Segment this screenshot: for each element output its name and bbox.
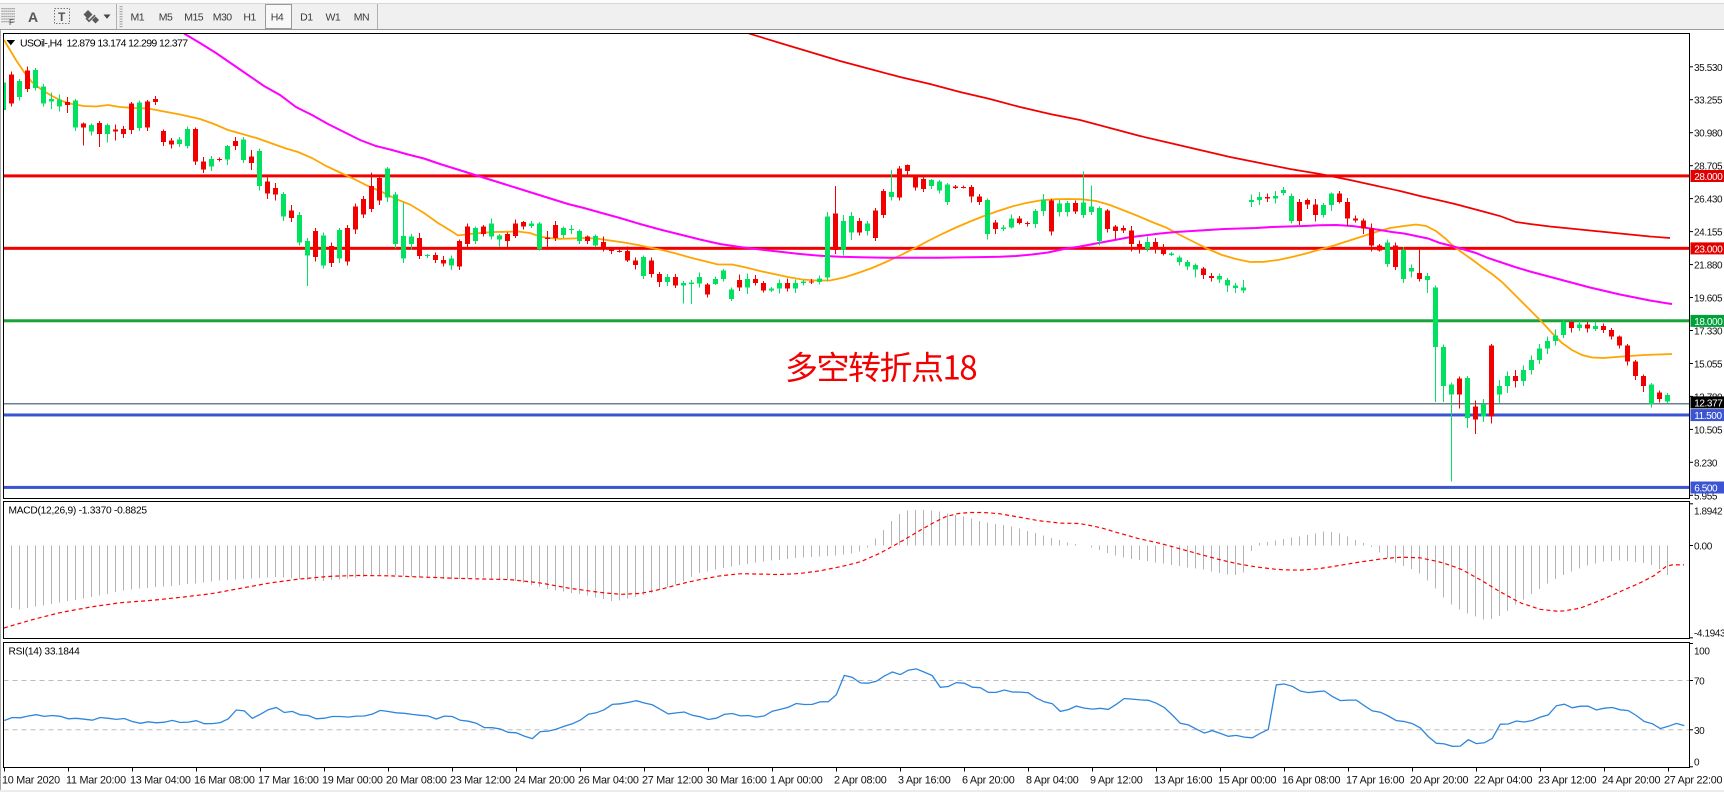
svg-text:11.500: 11.500 (1694, 411, 1722, 422)
svg-text:M30: M30 (213, 12, 233, 24)
svg-text:26.430: 26.430 (1694, 195, 1723, 206)
svg-text:33.255: 33.255 (1694, 96, 1723, 107)
svg-text:30: 30 (1694, 726, 1705, 737)
svg-text:24.155: 24.155 (1694, 228, 1723, 239)
svg-text:1.8942: 1.8942 (1694, 507, 1723, 518)
svg-text:W1: W1 (326, 12, 341, 24)
svg-text:M5: M5 (159, 12, 173, 24)
svg-text:30.980: 30.980 (1694, 129, 1723, 140)
svg-text:0.00: 0.00 (1694, 542, 1713, 553)
svg-text:H1: H1 (243, 12, 256, 24)
svg-text:0: 0 (1694, 758, 1700, 769)
svg-text:H4: H4 (271, 12, 284, 24)
svg-text:M1: M1 (131, 12, 145, 24)
svg-text:D1: D1 (300, 12, 313, 24)
svg-text:27 Apr 22:00: 27 Apr 22:00 (1664, 775, 1722, 787)
svg-text:F: F (9, 18, 14, 27)
svg-text:27 Mar 12:00: 27 Mar 12:00 (642, 775, 703, 787)
svg-text:13 Mar 04:00: 13 Mar 04:00 (130, 775, 191, 787)
svg-text:3 Apr 16:00: 3 Apr 16:00 (898, 775, 951, 787)
svg-text:17 Apr 16:00: 17 Apr 16:00 (1346, 775, 1404, 787)
svg-text:22 Apr 04:00: 22 Apr 04:00 (1474, 775, 1532, 787)
svg-text:MACD(12,26,9) -1.3370 -0.8825: MACD(12,26,9) -1.3370 -0.8825 (9, 506, 148, 517)
svg-text:6.500: 6.500 (1694, 484, 1718, 495)
svg-text:23 Apr 12:00: 23 Apr 12:00 (1538, 775, 1596, 787)
svg-text:100: 100 (1694, 647, 1710, 658)
svg-text:12.377: 12.377 (1694, 398, 1723, 409)
svg-text:-4.1943: -4.1943 (1694, 629, 1724, 640)
svg-text:70: 70 (1694, 677, 1705, 688)
svg-text:A: A (28, 9, 38, 25)
svg-text:6 Apr 20:00: 6 Apr 20:00 (962, 775, 1015, 787)
svg-text:24 Apr 20:00: 24 Apr 20:00 (1602, 775, 1660, 787)
svg-text:23 Mar 12:00: 23 Mar 12:00 (450, 775, 511, 787)
svg-text:T: T (58, 10, 66, 24)
svg-text:USOil-,H4 12.879 13.174 12.29: USOil-,H4 12.879 13.174 12.299 12.377 (20, 38, 188, 50)
svg-text:24 Mar 20:00: 24 Mar 20:00 (514, 775, 575, 787)
svg-text:19.605: 19.605 (1694, 294, 1723, 305)
svg-text:2 Apr 08:00: 2 Apr 08:00 (834, 775, 887, 787)
svg-text:23.000: 23.000 (1694, 244, 1723, 255)
svg-text:11 Mar 20:00: 11 Mar 20:00 (66, 775, 126, 787)
svg-text:19 Mar 00:00: 19 Mar 00:00 (322, 775, 383, 787)
svg-text:M15: M15 (184, 12, 204, 24)
svg-text:18.000: 18.000 (1694, 317, 1723, 328)
svg-text:20 Mar 08:00: 20 Mar 08:00 (386, 775, 447, 787)
svg-text:8 Apr 04:00: 8 Apr 04:00 (1026, 775, 1079, 787)
svg-text:MN: MN (354, 12, 369, 24)
svg-text:16 Apr 08:00: 16 Apr 08:00 (1282, 775, 1340, 787)
svg-text:30 Mar 16:00: 30 Mar 16:00 (706, 775, 767, 787)
svg-text:21.880: 21.880 (1694, 261, 1723, 272)
svg-text:10.505: 10.505 (1694, 425, 1723, 436)
svg-text:9 Apr 12:00: 9 Apr 12:00 (1090, 775, 1143, 787)
svg-text:RSI(14) 33.1844: RSI(14) 33.1844 (9, 647, 81, 658)
svg-text:15 Apr 00:00: 15 Apr 00:00 (1218, 775, 1276, 787)
svg-text:28.000: 28.000 (1694, 172, 1723, 183)
svg-text:10 Mar 2020: 10 Mar 2020 (2, 775, 60, 787)
svg-text:16 Mar 08:00: 16 Mar 08:00 (194, 775, 255, 787)
svg-text:1 Apr 00:00: 1 Apr 00:00 (770, 775, 823, 787)
svg-text:17.330: 17.330 (1694, 327, 1723, 338)
svg-text:13 Apr 16:00: 13 Apr 16:00 (1154, 775, 1212, 787)
svg-text:15.055: 15.055 (1694, 360, 1723, 371)
svg-text:8.230: 8.230 (1694, 458, 1718, 469)
svg-text:17 Mar 16:00: 17 Mar 16:00 (258, 775, 319, 787)
svg-text:35.530: 35.530 (1694, 63, 1723, 74)
svg-text:20 Apr 20:00: 20 Apr 20:00 (1410, 775, 1468, 787)
svg-text:26 Mar 04:00: 26 Mar 04:00 (578, 775, 639, 787)
